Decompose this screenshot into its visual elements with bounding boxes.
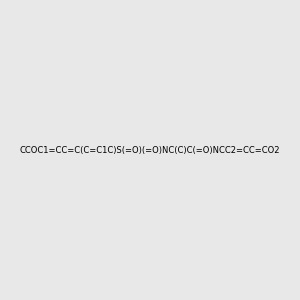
Text: CCOC1=CC=C(C=C1C)S(=O)(=O)NC(C)C(=O)NCC2=CC=CO2: CCOC1=CC=C(C=C1C)S(=O)(=O)NC(C)C(=O)NCC2… <box>20 146 280 154</box>
